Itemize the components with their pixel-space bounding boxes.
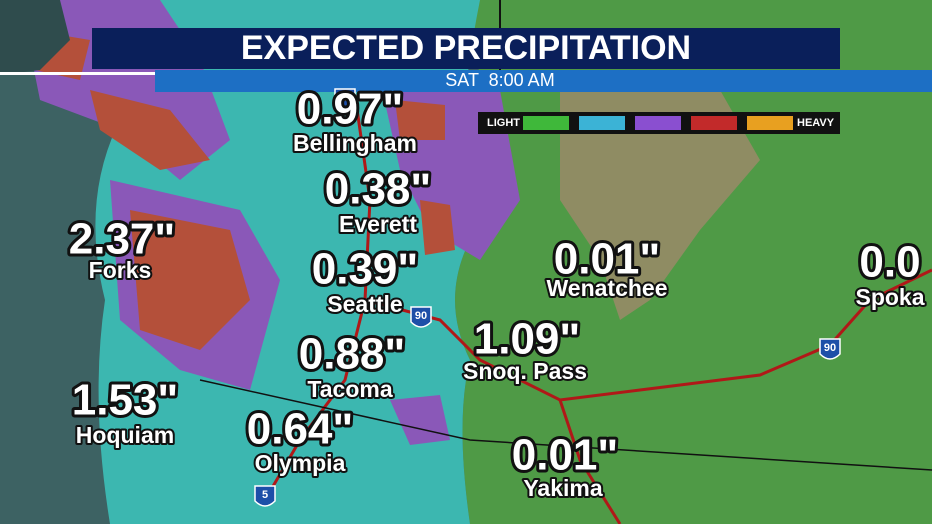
city-name: Hoquiam [76,422,174,448]
city-name: Spoka [855,284,924,310]
highway-shield [334,88,356,110]
legend-swatch [523,116,569,130]
precip-amount: 1.53" [72,376,179,425]
ocean-edge [0,0,70,75]
heavy-rain [395,100,445,140]
precip-amount: 0.01" [512,431,619,480]
legend-swatch [747,116,793,130]
highway-shield [254,485,276,507]
city-name: Snoq. Pass [463,358,587,384]
city-name: Olympia [255,450,346,476]
heavy-rain [130,210,250,350]
highway-shield [410,306,432,328]
highway [558,399,622,524]
precip-amount: 0.01" [554,235,661,284]
precip-amount: 0.88" [299,330,406,379]
legend-swatch [635,116,681,130]
heavy-rain [420,200,455,255]
title: EXPECTED PRECIPITATION [241,29,691,67]
precip-amount: 2.37" [69,215,176,264]
city-name: Bellingham [293,130,417,156]
precip-amount: 0.0 [859,238,920,287]
city-name: Tacoma [307,376,392,402]
city-name: Forks [89,257,152,283]
terrain [560,90,760,320]
shield-number: 90 [415,310,427,322]
city-name: Yakima [523,475,602,501]
time-bar [155,70,932,92]
border [199,379,932,471]
city-name: Everett [339,211,417,237]
shield-number: 5 [342,92,348,104]
precip-amount: 0.39" [312,245,419,294]
legend-high: HEAVY [797,117,835,129]
highway [364,268,932,402]
shield-number: 90 [824,342,836,354]
precip-amount: 0.38" [325,165,432,214]
shield-number: 5 [262,489,268,501]
precip-amount: 1.09" [474,315,581,364]
highway-shield [819,338,841,360]
city-name: Seattle [327,291,402,317]
precip-amount: 0.97" [297,85,404,134]
heavy-rain [90,90,210,170]
time: SAT 8:00 AM [445,70,554,90]
legend-swatch [579,116,625,130]
legend-low: LIGHT [487,117,520,129]
highway [263,94,372,501]
title-bar [92,28,840,69]
accent-line [0,72,155,75]
city-name: Wenatchee [546,275,667,301]
legend-swatch [691,116,737,130]
precip-amount: 0.64" [247,405,354,454]
